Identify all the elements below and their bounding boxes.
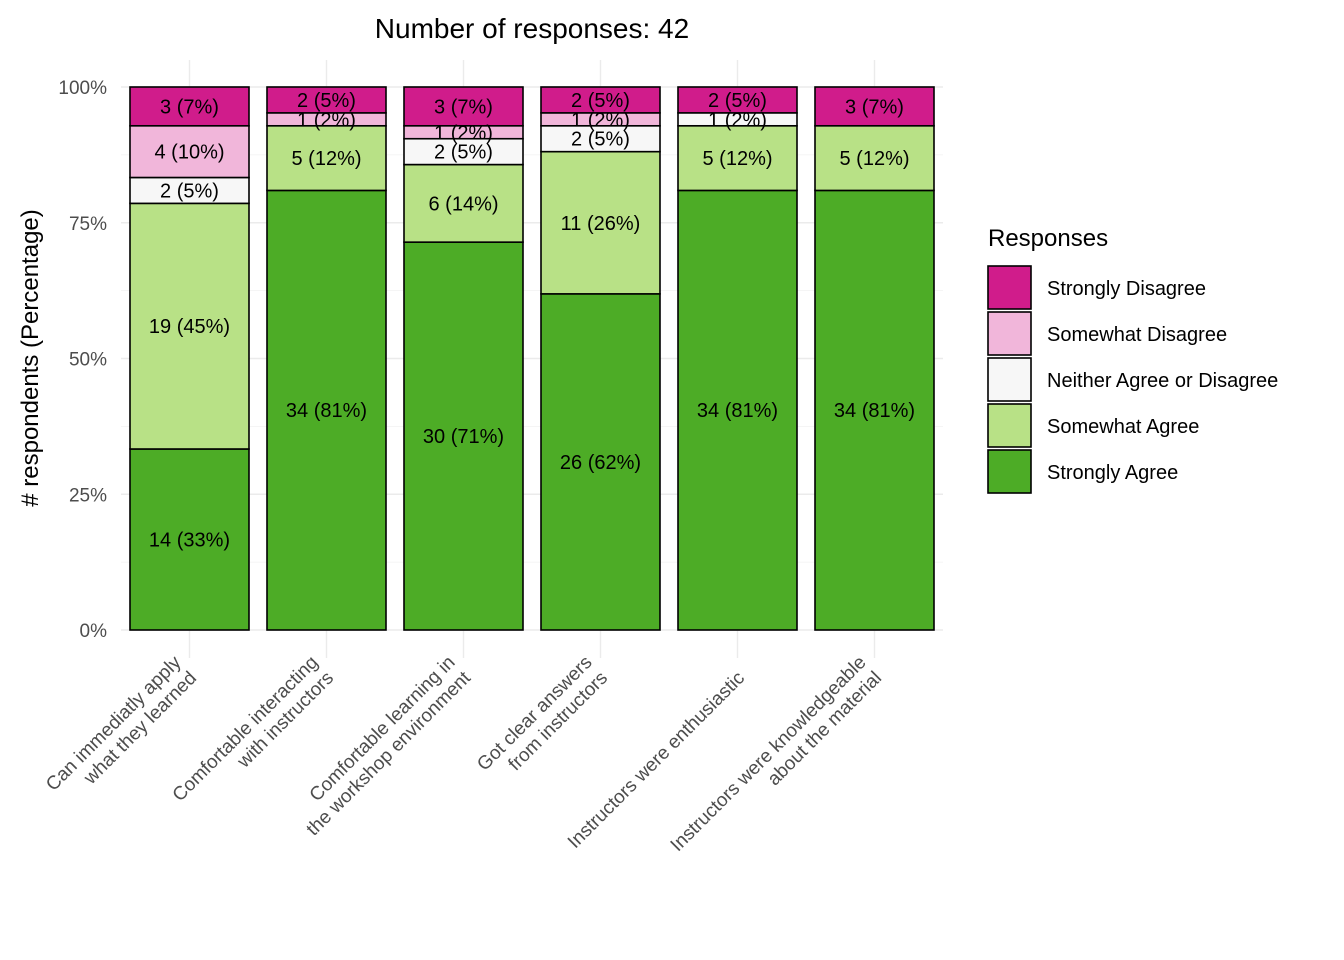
y-axis-label: # respondents (Percentage) xyxy=(17,209,44,507)
legend-label: Somewhat Agree xyxy=(1047,416,1199,438)
legend-title: Responses xyxy=(988,225,1108,252)
data-label: 26 (62%) xyxy=(560,452,641,474)
bar-segment-strongly-agree xyxy=(266,189,387,631)
legend-item-somewhat-agree: Somewhat Agree xyxy=(987,403,1199,448)
bar-segment-neither-agree-or-disagree xyxy=(129,176,250,205)
x-axis-ticks: Can immediatly applywhat they learnedCom… xyxy=(42,652,886,871)
y-tick-label: 100% xyxy=(58,78,107,99)
y-tick-label: 75% xyxy=(69,214,107,235)
data-label: 34 (81%) xyxy=(286,400,367,422)
legend: Responses Strongly Disagree Somewhat Disa… xyxy=(987,225,1278,494)
bar-stack: 14 (33%) 19 (45%) 2 (5%) 4 (10%) 3 (7%) xyxy=(129,86,250,631)
bar-segment-strongly-disagree xyxy=(266,86,387,114)
bar-stack: 26 (62%) 11 (26%) 2 (5%)1 (2%)2 (5%) xyxy=(540,86,661,631)
bar-segment-strongly-agree xyxy=(677,189,798,631)
data-label: 3 (7%) xyxy=(845,96,904,118)
data-label: 3 (7%) xyxy=(160,96,219,118)
legend-swatch xyxy=(987,449,1032,494)
data-label: 2 (5%) xyxy=(571,90,630,112)
bar-segment-somewhat-agree xyxy=(266,124,387,192)
bar-stack: 34 (81%) 5 (12%) 1 (2%)2 (5%) xyxy=(266,86,387,631)
data-label: 2 (5%) xyxy=(434,142,493,164)
bar-segment-strongly-agree xyxy=(540,293,661,631)
bar-segment-strongly-agree xyxy=(403,241,524,631)
data-label: 3 (7%) xyxy=(434,96,493,118)
bar-segment-somewhat-agree xyxy=(403,163,524,243)
data-label: 2 (5%) xyxy=(297,90,356,112)
bar-segment-strongly-disagree xyxy=(540,86,661,114)
data-label: 1 (2%) xyxy=(297,109,356,131)
data-label: 5 (12%) xyxy=(702,148,772,170)
data-label: 5 (12%) xyxy=(291,148,361,170)
data-label: 6 (14%) xyxy=(428,193,498,215)
data-label: 2 (5%) xyxy=(708,90,767,112)
data-label: 2 (5%) xyxy=(160,180,219,202)
data-label: 1 (2%) xyxy=(434,122,493,144)
bar-segment-somewhat-disagree xyxy=(129,124,250,179)
legend-item-strongly-disagree: Strongly Disagree xyxy=(987,265,1206,310)
bars: 14 (33%)19 (45%)2 (5%)4 (10%)3 (7%)34 (8… xyxy=(129,86,935,631)
legend-item-somewhat-disagree: Somewhat Disagree xyxy=(987,311,1227,356)
bar-segment-somewhat-agree xyxy=(814,124,935,192)
data-label: 11 (26%) xyxy=(561,213,641,235)
legend-label: Somewhat Disagree xyxy=(1047,324,1227,346)
bar-segment-strongly-disagree xyxy=(129,86,250,127)
legend-swatch xyxy=(987,265,1032,310)
legend-swatch xyxy=(987,403,1032,448)
data-label: 4 (10%) xyxy=(154,142,224,164)
bar-segment-strongly-disagree xyxy=(814,86,935,127)
legend-label: Strongly Agree xyxy=(1047,462,1178,484)
y-axis-ticks: 0% 25% 50% 75% 100% xyxy=(58,78,107,642)
data-label: 34 (81%) xyxy=(697,400,778,422)
data-label: 19 (45%) xyxy=(149,316,230,338)
data-label: 5 (12%) xyxy=(839,148,909,170)
x-tick-label: Got clear answersfrom instructors xyxy=(473,652,612,791)
chart-title: Number of responses: 42 xyxy=(375,13,689,44)
bar-segment-somewhat-agree xyxy=(677,124,798,192)
bar-stack: 34 (81%) 5 (12%) 3 (7%) xyxy=(814,86,935,631)
bar-segment-strongly-disagree xyxy=(677,86,798,114)
bar-segment-strongly-disagree xyxy=(403,86,524,127)
legend-item-neither-agree-or-disagree: Neither Agree or Disagree xyxy=(987,357,1278,402)
legend-swatch xyxy=(987,357,1032,402)
bar-stack: 34 (81%) 5 (12%) 1 (2%)2 (5%) xyxy=(677,86,798,631)
data-label: 2 (5%) xyxy=(571,129,630,151)
data-label: 1 (2%) xyxy=(571,109,630,131)
y-tick-label: 50% xyxy=(69,350,107,371)
y-tick-label: 25% xyxy=(69,485,107,506)
data-label: 1 (2%) xyxy=(708,109,767,131)
bar-segment-somewhat-agree xyxy=(129,202,250,450)
legend-item-strongly-agree: Strongly Agree xyxy=(987,449,1178,494)
bar-stack: 30 (71%) 6 (14%) 2 (5%)1 (2%) 3 (7%) xyxy=(403,86,524,631)
bar-segment-neither-agree-or-disagree xyxy=(403,137,524,166)
x-tick-label: Instructors were knowledgeableabout the … xyxy=(667,652,886,871)
y-tick-label: 0% xyxy=(80,621,108,642)
data-label: 34 (81%) xyxy=(834,400,915,422)
legend-label: Strongly Disagree xyxy=(1047,278,1206,300)
legend-label: Neither Agree or Disagree xyxy=(1047,370,1278,392)
legend-swatch xyxy=(987,311,1032,356)
bar-segment-strongly-agree xyxy=(814,189,935,631)
data-label: 30 (71%) xyxy=(423,426,504,448)
data-label: 14 (33%) xyxy=(149,530,230,552)
bar-segment-strongly-agree xyxy=(129,448,250,631)
